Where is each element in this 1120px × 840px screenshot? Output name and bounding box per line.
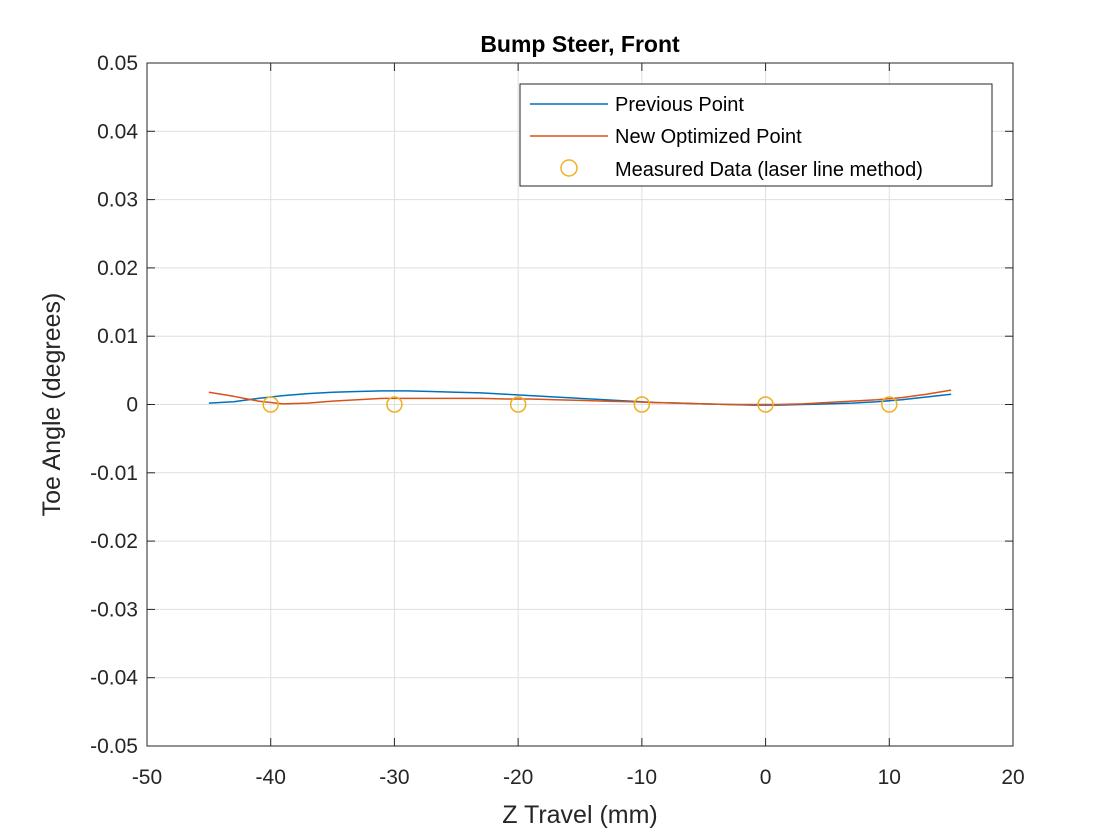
x-axis-title: Z Travel (mm) bbox=[502, 801, 658, 829]
y-tick-label: 0.04 bbox=[97, 120, 138, 143]
x-tick-label: 0 bbox=[760, 766, 772, 789]
legend: Previous Point New Optimized Point Measu… bbox=[519, 83, 993, 187]
data-point-measured-data-laser-line-method bbox=[757, 396, 774, 413]
legend-box bbox=[519, 83, 993, 187]
y-tick-label: 0.03 bbox=[97, 189, 138, 212]
data-point-measured-data-laser-line-method bbox=[633, 396, 651, 413]
legend-label-previous-point: Previous Point bbox=[615, 94, 744, 116]
y-tick-label: -0.04 bbox=[90, 667, 138, 690]
x-tick-label: 10 bbox=[878, 766, 901, 789]
data-point-measured-data-laser-line-method bbox=[881, 396, 898, 413]
y-tick-label: -0.02 bbox=[90, 530, 138, 553]
axis-tick-labels: -50 -40 -30 -20 -10 0 10 20 -0.05 -0.04 -0.03 -0.02… bbox=[90, 52, 1025, 789]
axis-ticks bbox=[146, 62, 1014, 747]
data-point-measured-data-laser-line-method bbox=[386, 396, 403, 413]
y-tick-label: 0.05 bbox=[97, 52, 138, 75]
y-tick-label: 0.01 bbox=[97, 325, 138, 348]
data-point-measured-data-laser-line-method bbox=[509, 396, 527, 413]
y-tick-label: 0.02 bbox=[97, 257, 138, 280]
series-line-previous-point bbox=[208, 390, 952, 406]
series-line-new-optimized-point bbox=[208, 389, 952, 406]
legend-label-new-optimized-point: New Optimized Point bbox=[615, 126, 802, 148]
x-tick-label: -50 bbox=[132, 766, 162, 789]
x-tick-label: -10 bbox=[627, 766, 657, 789]
y-tick-label: -0.01 bbox=[90, 462, 138, 485]
y-tick-label: 0 bbox=[126, 394, 138, 417]
y-tick-label: -0.05 bbox=[90, 735, 138, 758]
x-tick-label: -20 bbox=[503, 766, 533, 789]
x-tick-label: -40 bbox=[256, 766, 286, 789]
x-tick-label: 20 bbox=[1001, 766, 1024, 789]
legend-label-measured-data: Measured Data (laser line method) bbox=[615, 159, 923, 181]
legend-swatch-measured-data bbox=[560, 159, 578, 177]
y-tick-label: -0.03 bbox=[90, 598, 138, 621]
chart-title: Bump Steer, Front bbox=[480, 31, 680, 57]
series-layer bbox=[208, 389, 952, 413]
data-point-measured-data-laser-line-method bbox=[262, 396, 279, 413]
y-axis-title: Toe Angle (degrees) bbox=[38, 293, 66, 517]
x-tick-label: -30 bbox=[379, 766, 409, 789]
